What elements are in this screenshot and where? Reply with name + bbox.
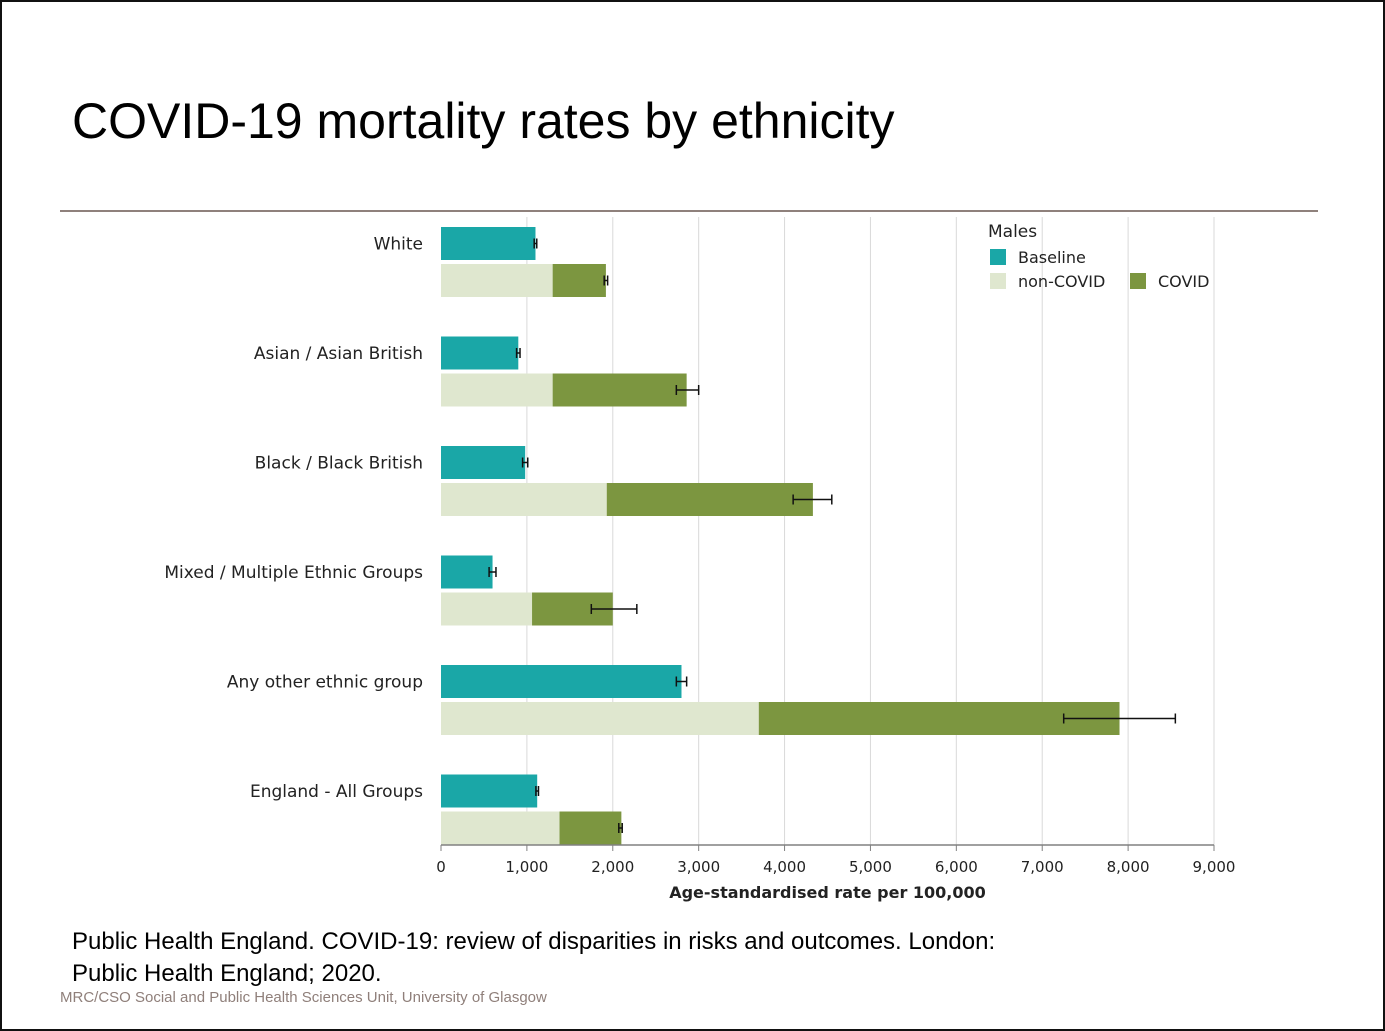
non-covid-bar-white: [441, 264, 553, 297]
x-tick-label: 8,000: [1107, 858, 1150, 876]
footer-credit: MRC/CSO Social and Public Health Science…: [60, 989, 547, 1006]
gridlines: [526, 217, 1215, 845]
baseline-bar-mixed-multiple-ethnic-groups: [441, 555, 493, 589]
x-tick-label: 6,000: [935, 858, 978, 876]
legend-label-covid: COVID: [1158, 272, 1209, 291]
x-tick-label: 3,000: [677, 858, 720, 876]
legend-label-baseline: Baseline: [1018, 248, 1086, 267]
citation-line-1: Public Health England. COVID-19: review …: [72, 928, 996, 955]
category-label-white: White: [374, 235, 423, 255]
non-covid-bar-any-other-ethnic-group: [441, 702, 759, 735]
slide-title: COVID-19 mortality rates by ethnicity: [72, 93, 895, 149]
covid-bar-asian-asian-british: [552, 373, 687, 407]
category-label-asian-asian-british: Asian / Asian British: [254, 344, 423, 364]
x-tick-label: 5,000: [849, 858, 892, 876]
covid-bar-black-black-british: [606, 483, 813, 516]
x-tick-label: 0: [436, 858, 446, 876]
baseline-bar-black-black-british: [441, 446, 526, 479]
legend-swatch-covid: [1130, 273, 1146, 289]
legend-title: Males: [988, 222, 1037, 242]
x-tick-label: 7,000: [1021, 858, 1064, 876]
non-covid-bar-asian-asian-british: [441, 373, 553, 407]
x-tick-label: 9,000: [1193, 858, 1236, 876]
x-axis-title: Age-standardised rate per 100,000: [669, 883, 986, 902]
covid-bar-england-all-groups: [559, 811, 622, 845]
non-covid-bar-mixed-multiple-ethnic-groups: [441, 592, 533, 626]
category-labels: White Asian / Asian British Black / Black …: [164, 235, 423, 803]
baseline-bar-white: [441, 227, 536, 260]
legend-swatch-non-covid: [990, 273, 1006, 289]
baseline-bar-any-other-ethnic-group: [441, 665, 682, 698]
legend: Males Baseline non-COVID COVID: [988, 222, 1209, 291]
non-covid-bar-england-all-groups: [441, 811, 560, 845]
category-label-england-all-groups: England - All Groups: [250, 782, 423, 802]
x-tick-label: 4,000: [763, 858, 806, 876]
non-covid-bar-black-black-british: [441, 483, 607, 516]
citation: Public Health England. COVID-19: review …: [72, 926, 1272, 990]
title-divider: [60, 210, 1318, 212]
category-label-mixed-multiple-ethnic-groups: Mixed / Multiple Ethnic Groups: [164, 563, 423, 583]
covid-bar-white: [552, 264, 606, 297]
x-axis: 0 1,000 2,000 3,000 4,000 5,000 6,000 7,000 8,00…: [436, 844, 1236, 902]
x-tick-label: 2,000: [591, 858, 634, 876]
baseline-bar-asian-asian-british: [441, 336, 519, 370]
bars: [441, 227, 1177, 845]
baseline-bar-england-all-groups: [441, 774, 538, 808]
citation-line-2: Public Health England; 2020.: [72, 960, 382, 987]
legend-swatch-baseline: [990, 249, 1006, 265]
category-label-any-other-ethnic-group: Any other ethnic group: [227, 673, 423, 693]
category-label-black-black-british: Black / Black British: [255, 454, 423, 474]
covid-bar-any-other-ethnic-group: [758, 702, 1120, 735]
x-tick-label: 1,000: [505, 858, 548, 876]
legend-label-non-covid: non-COVID: [1018, 272, 1105, 291]
